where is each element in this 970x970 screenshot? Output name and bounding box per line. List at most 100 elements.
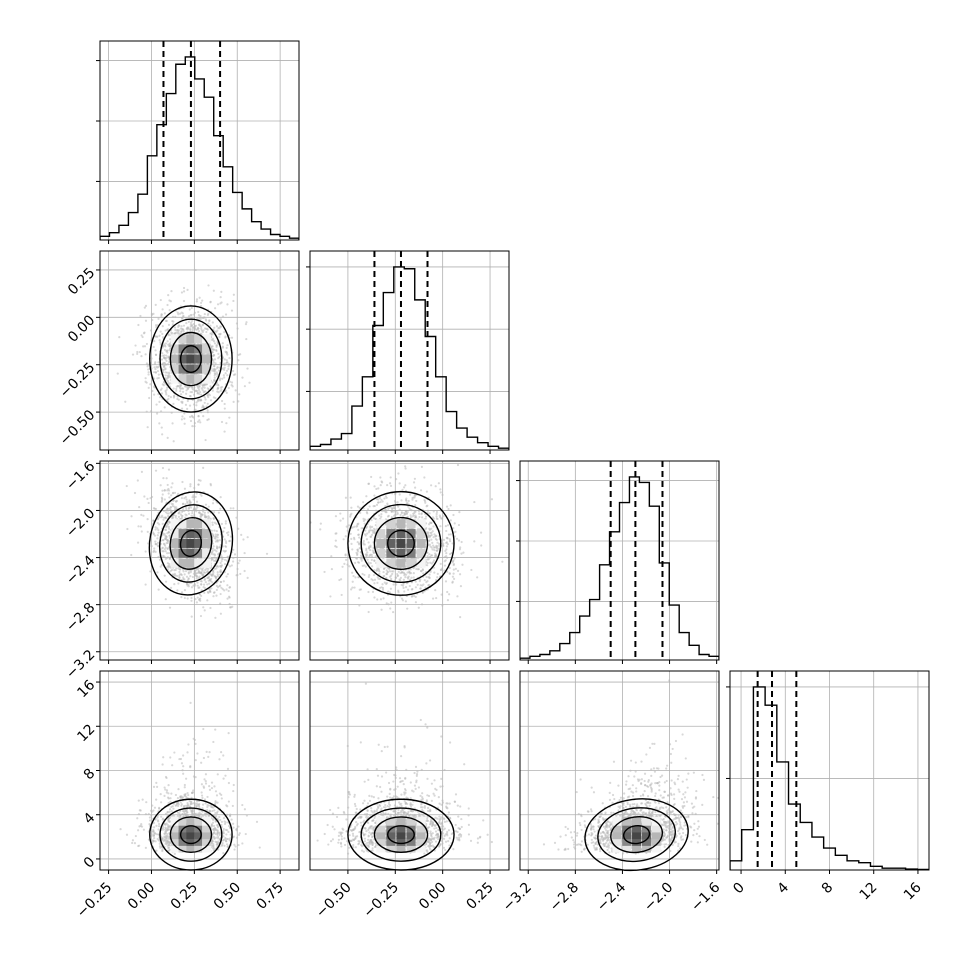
scatter-point (152, 533, 156, 536)
scatter-point (196, 420, 200, 423)
density-cell (376, 519, 386, 529)
scatter-point (426, 551, 429, 554)
scatter-point (165, 477, 168, 480)
scatter-point (441, 604, 444, 607)
scatter-point (415, 499, 418, 503)
scatter-point (223, 589, 226, 592)
scatter-point (168, 534, 171, 538)
scatter-point (141, 798, 144, 801)
scatter-point (161, 336, 165, 339)
scatter-point (424, 586, 427, 589)
scatter-point (157, 361, 160, 364)
scatter-point (201, 807, 204, 810)
scatter-point (207, 387, 210, 391)
scatter-point (191, 509, 194, 513)
scatter-point (221, 342, 224, 345)
scatter-point (219, 507, 222, 510)
scatter-point (226, 597, 229, 600)
scatter-point (199, 614, 203, 618)
scatter-point (156, 366, 159, 369)
scatter-point (229, 565, 232, 568)
scatter-point (191, 326, 195, 329)
density-cell (194, 364, 204, 374)
scatter-point (215, 535, 218, 538)
scatter-point (501, 560, 504, 563)
scatter-point (154, 540, 157, 543)
scatter-point (223, 363, 227, 367)
density-cell (416, 538, 426, 548)
scatter-point (188, 394, 192, 398)
scatter-point (158, 558, 162, 561)
scatter-point (154, 368, 157, 371)
scatter-point (215, 594, 218, 597)
scatter-point (183, 596, 186, 600)
density-cell (170, 538, 180, 548)
scatter-point (161, 325, 164, 328)
scatter-point (174, 328, 177, 332)
scatter-point (196, 568, 200, 571)
scatter-point (330, 555, 333, 558)
scatter-point (369, 525, 372, 528)
scatter-point (167, 487, 170, 491)
scatter-point (182, 314, 185, 318)
scatter-point (349, 532, 352, 535)
scatter-point (139, 525, 143, 528)
scatter-point (196, 384, 199, 388)
scatter-point (398, 493, 401, 496)
scatter-point (184, 403, 188, 406)
scatter-point (154, 371, 158, 374)
scatter-point (436, 541, 439, 544)
scatter-point (392, 583, 395, 586)
scatter-point (218, 758, 221, 761)
scatter-point (216, 303, 220, 306)
scatter-point (378, 514, 381, 517)
scatter-point (389, 607, 392, 610)
scatter-point (243, 551, 246, 555)
scatter-point (445, 505, 449, 508)
scatter-point (166, 509, 170, 512)
scatter-point (184, 495, 187, 499)
scatter-point (373, 494, 376, 497)
scatter-point (395, 583, 398, 586)
scatter-point (236, 567, 239, 571)
scatter-point (449, 533, 452, 536)
scatter-point (159, 298, 162, 302)
scatter-point (160, 426, 163, 429)
scatter-point (406, 571, 409, 574)
scatter-point (137, 799, 140, 802)
scatter-point (170, 411, 173, 414)
density-contour (347, 490, 455, 596)
scatter-point (225, 559, 228, 562)
scatter-point (225, 422, 228, 425)
scatter-point (243, 385, 246, 388)
scatter-point (228, 602, 231, 606)
scatter-point (215, 371, 218, 374)
scatter-point (182, 290, 186, 293)
scatter-points (310, 463, 504, 619)
scatter-point (183, 417, 186, 420)
scatter-point (195, 601, 198, 604)
scatter-point (198, 323, 201, 326)
scatter-point (188, 308, 191, 311)
density-cell (202, 374, 212, 384)
scatter-point (179, 390, 182, 393)
scatter-point (226, 767, 230, 770)
scatter-point (149, 570, 152, 573)
scatter-point (166, 539, 169, 542)
scatter-point (368, 505, 371, 508)
scatter-point (213, 521, 217, 524)
scatter-point (448, 572, 451, 575)
density-cell (396, 538, 406, 548)
scatter-point (426, 580, 429, 583)
scatter-point (144, 812, 148, 816)
scatter-point (145, 410, 148, 413)
scatter-point (189, 483, 192, 486)
scatter-point (156, 537, 159, 540)
scatter-point (334, 532, 337, 535)
scatter-point (156, 335, 159, 338)
scatter-point (154, 349, 157, 352)
scatter-point (215, 530, 218, 533)
scatter-point (219, 569, 222, 572)
scatter-point (166, 810, 169, 814)
